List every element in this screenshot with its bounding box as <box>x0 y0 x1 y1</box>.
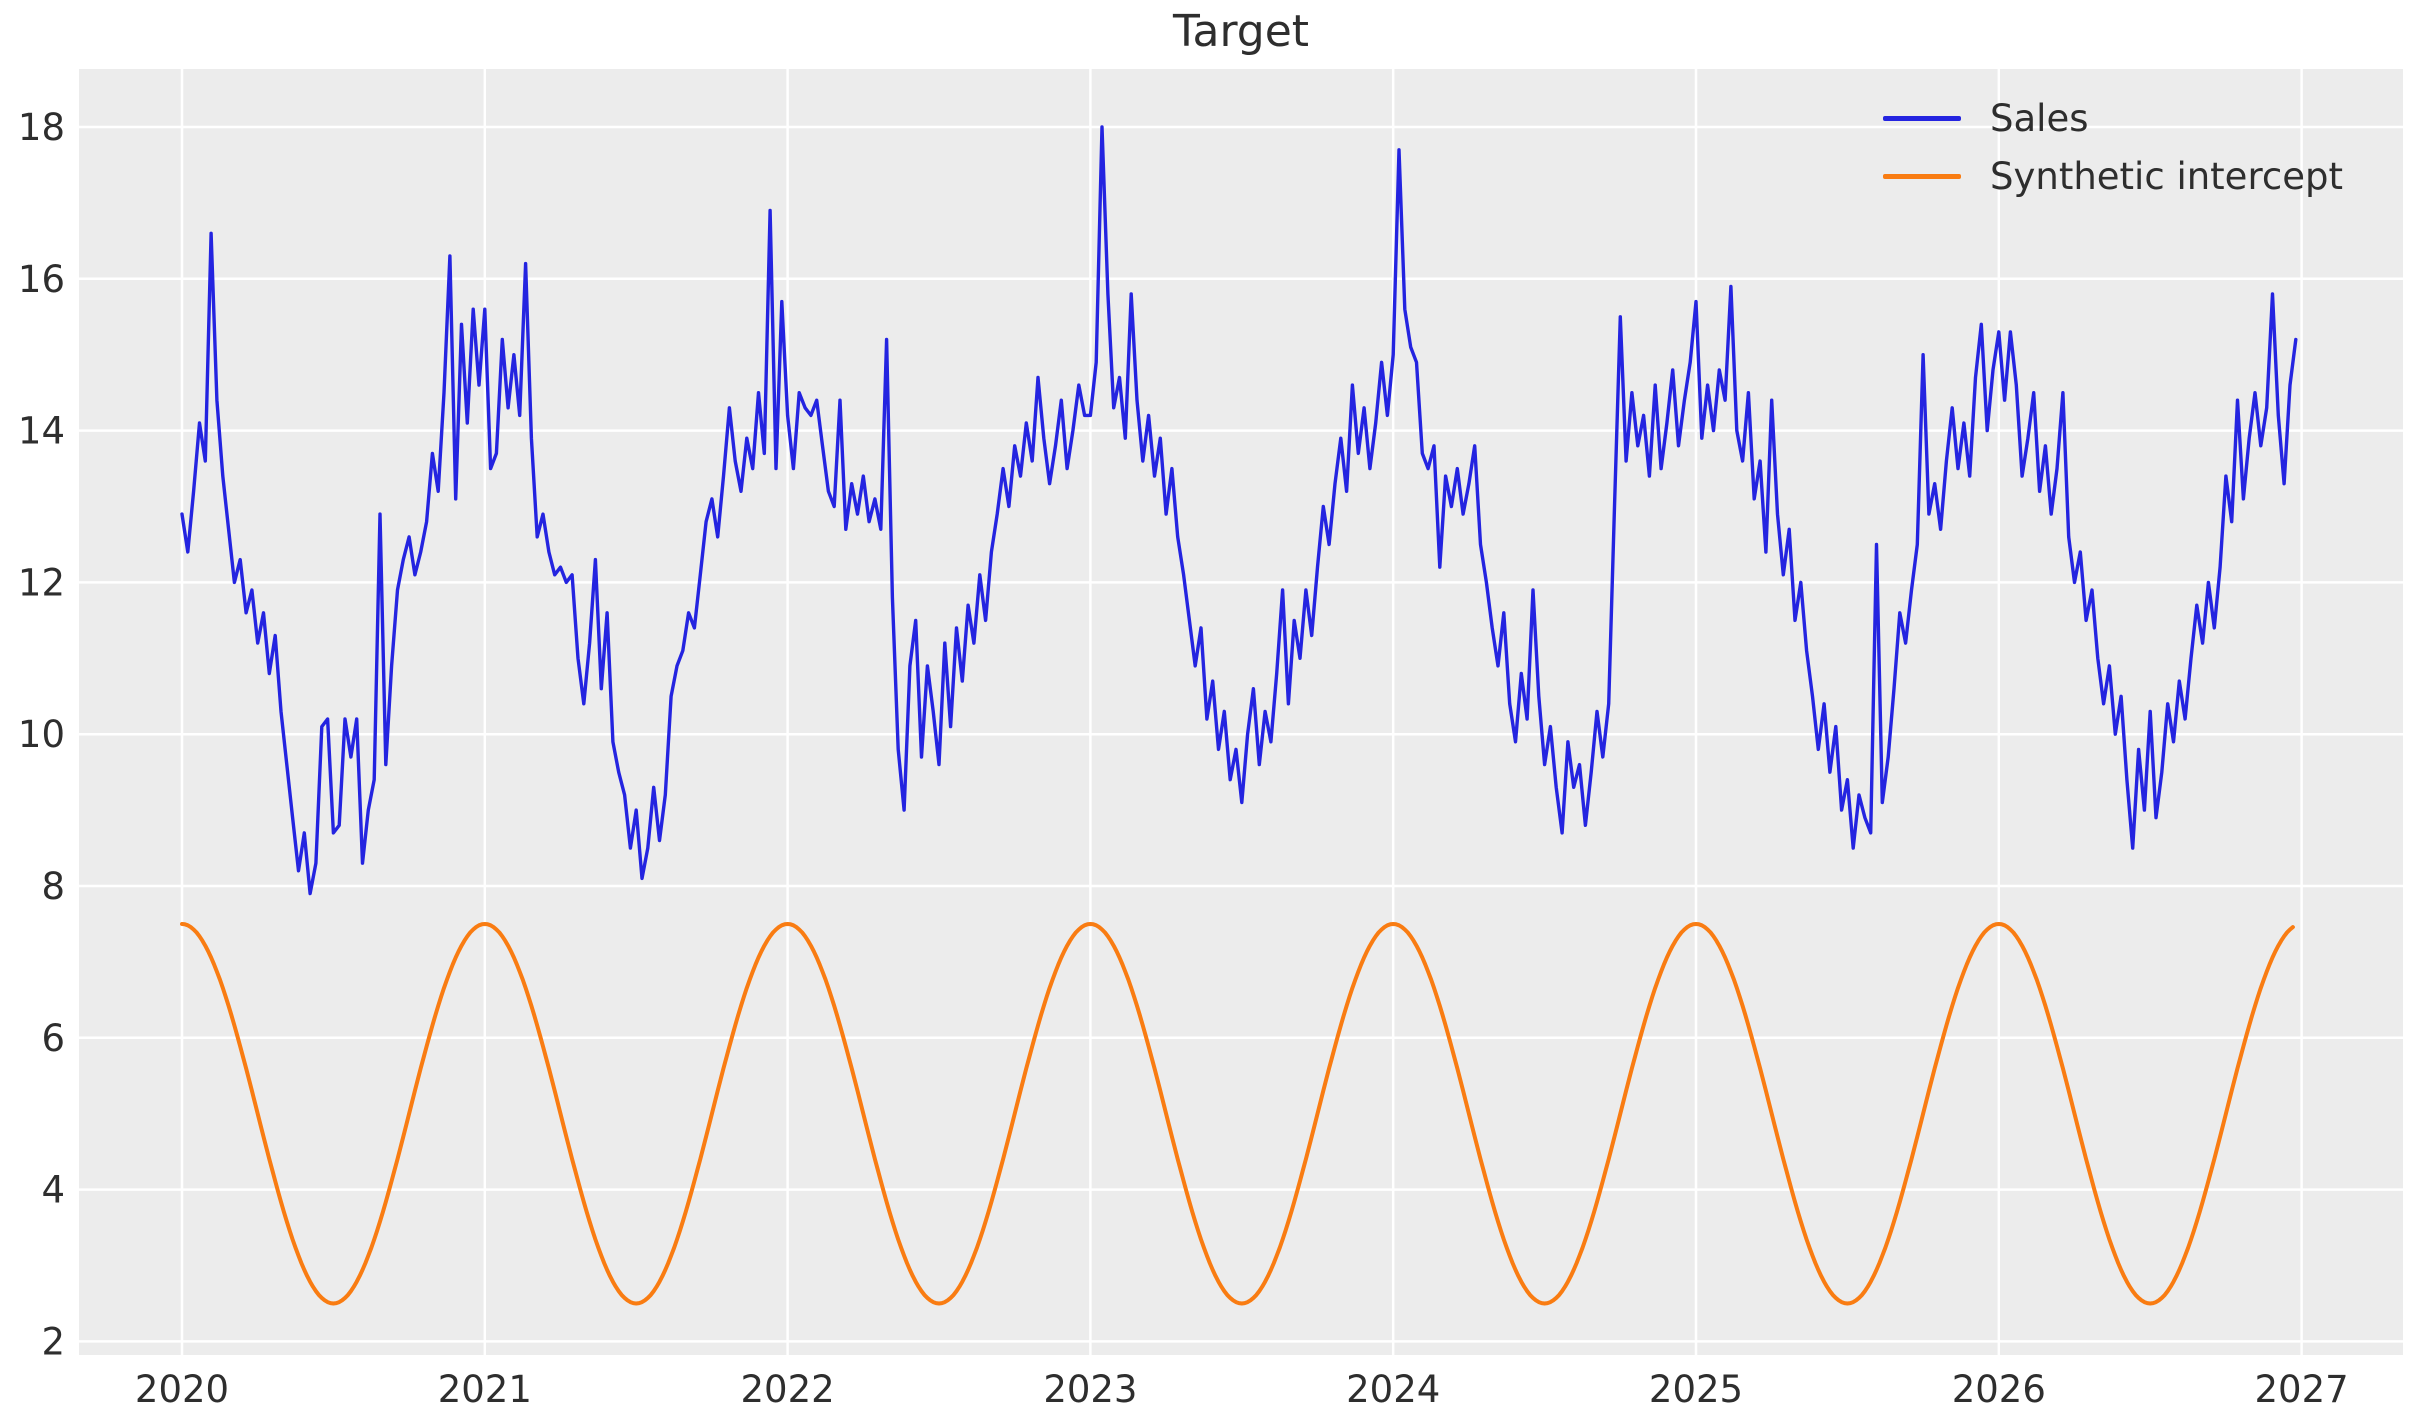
y-tick-label: 8 <box>41 865 65 908</box>
x-tick-label: 2025 <box>1649 1368 1743 1411</box>
x-tick-label: 2027 <box>2255 1368 2349 1411</box>
y-tick-label: 10 <box>18 713 65 756</box>
legend-label-synthetic-intercept: Synthetic intercept <box>1990 154 2343 198</box>
legend: Sales Synthetic intercept <box>1883 96 2343 198</box>
legend-item-sales: Sales <box>1883 96 2343 140</box>
chart-title: Target <box>1172 6 1310 57</box>
x-tick-label: 2024 <box>1346 1368 1440 1411</box>
y-tick-label: 14 <box>18 410 65 453</box>
y-tick-label: 2 <box>41 1320 65 1363</box>
synthetic-intercept-line-swatch <box>1883 173 1961 179</box>
legend-label-sales: Sales <box>1990 96 2089 140</box>
y-tick-label: 16 <box>18 258 65 301</box>
sales-line-swatch <box>1883 115 1961 121</box>
y-tick-label: 6 <box>41 1017 65 1060</box>
x-tick-label: 2021 <box>438 1368 532 1411</box>
x-tick-label: 2023 <box>1043 1368 1137 1411</box>
sales-line <box>180 125 2298 896</box>
synthetic-intercept-line <box>180 922 2295 1306</box>
plot-area <box>79 69 2403 1355</box>
y-tick-label: 12 <box>18 561 65 604</box>
x-tick-label: 2026 <box>1952 1368 2046 1411</box>
y-tick-label: 18 <box>18 106 65 149</box>
x-tick-label: 2020 <box>135 1368 229 1411</box>
y-tick-label: 4 <box>41 1169 65 1212</box>
legend-item-synthetic-intercept: Synthetic intercept <box>1883 154 2343 198</box>
x-tick-label: 2022 <box>741 1368 835 1411</box>
